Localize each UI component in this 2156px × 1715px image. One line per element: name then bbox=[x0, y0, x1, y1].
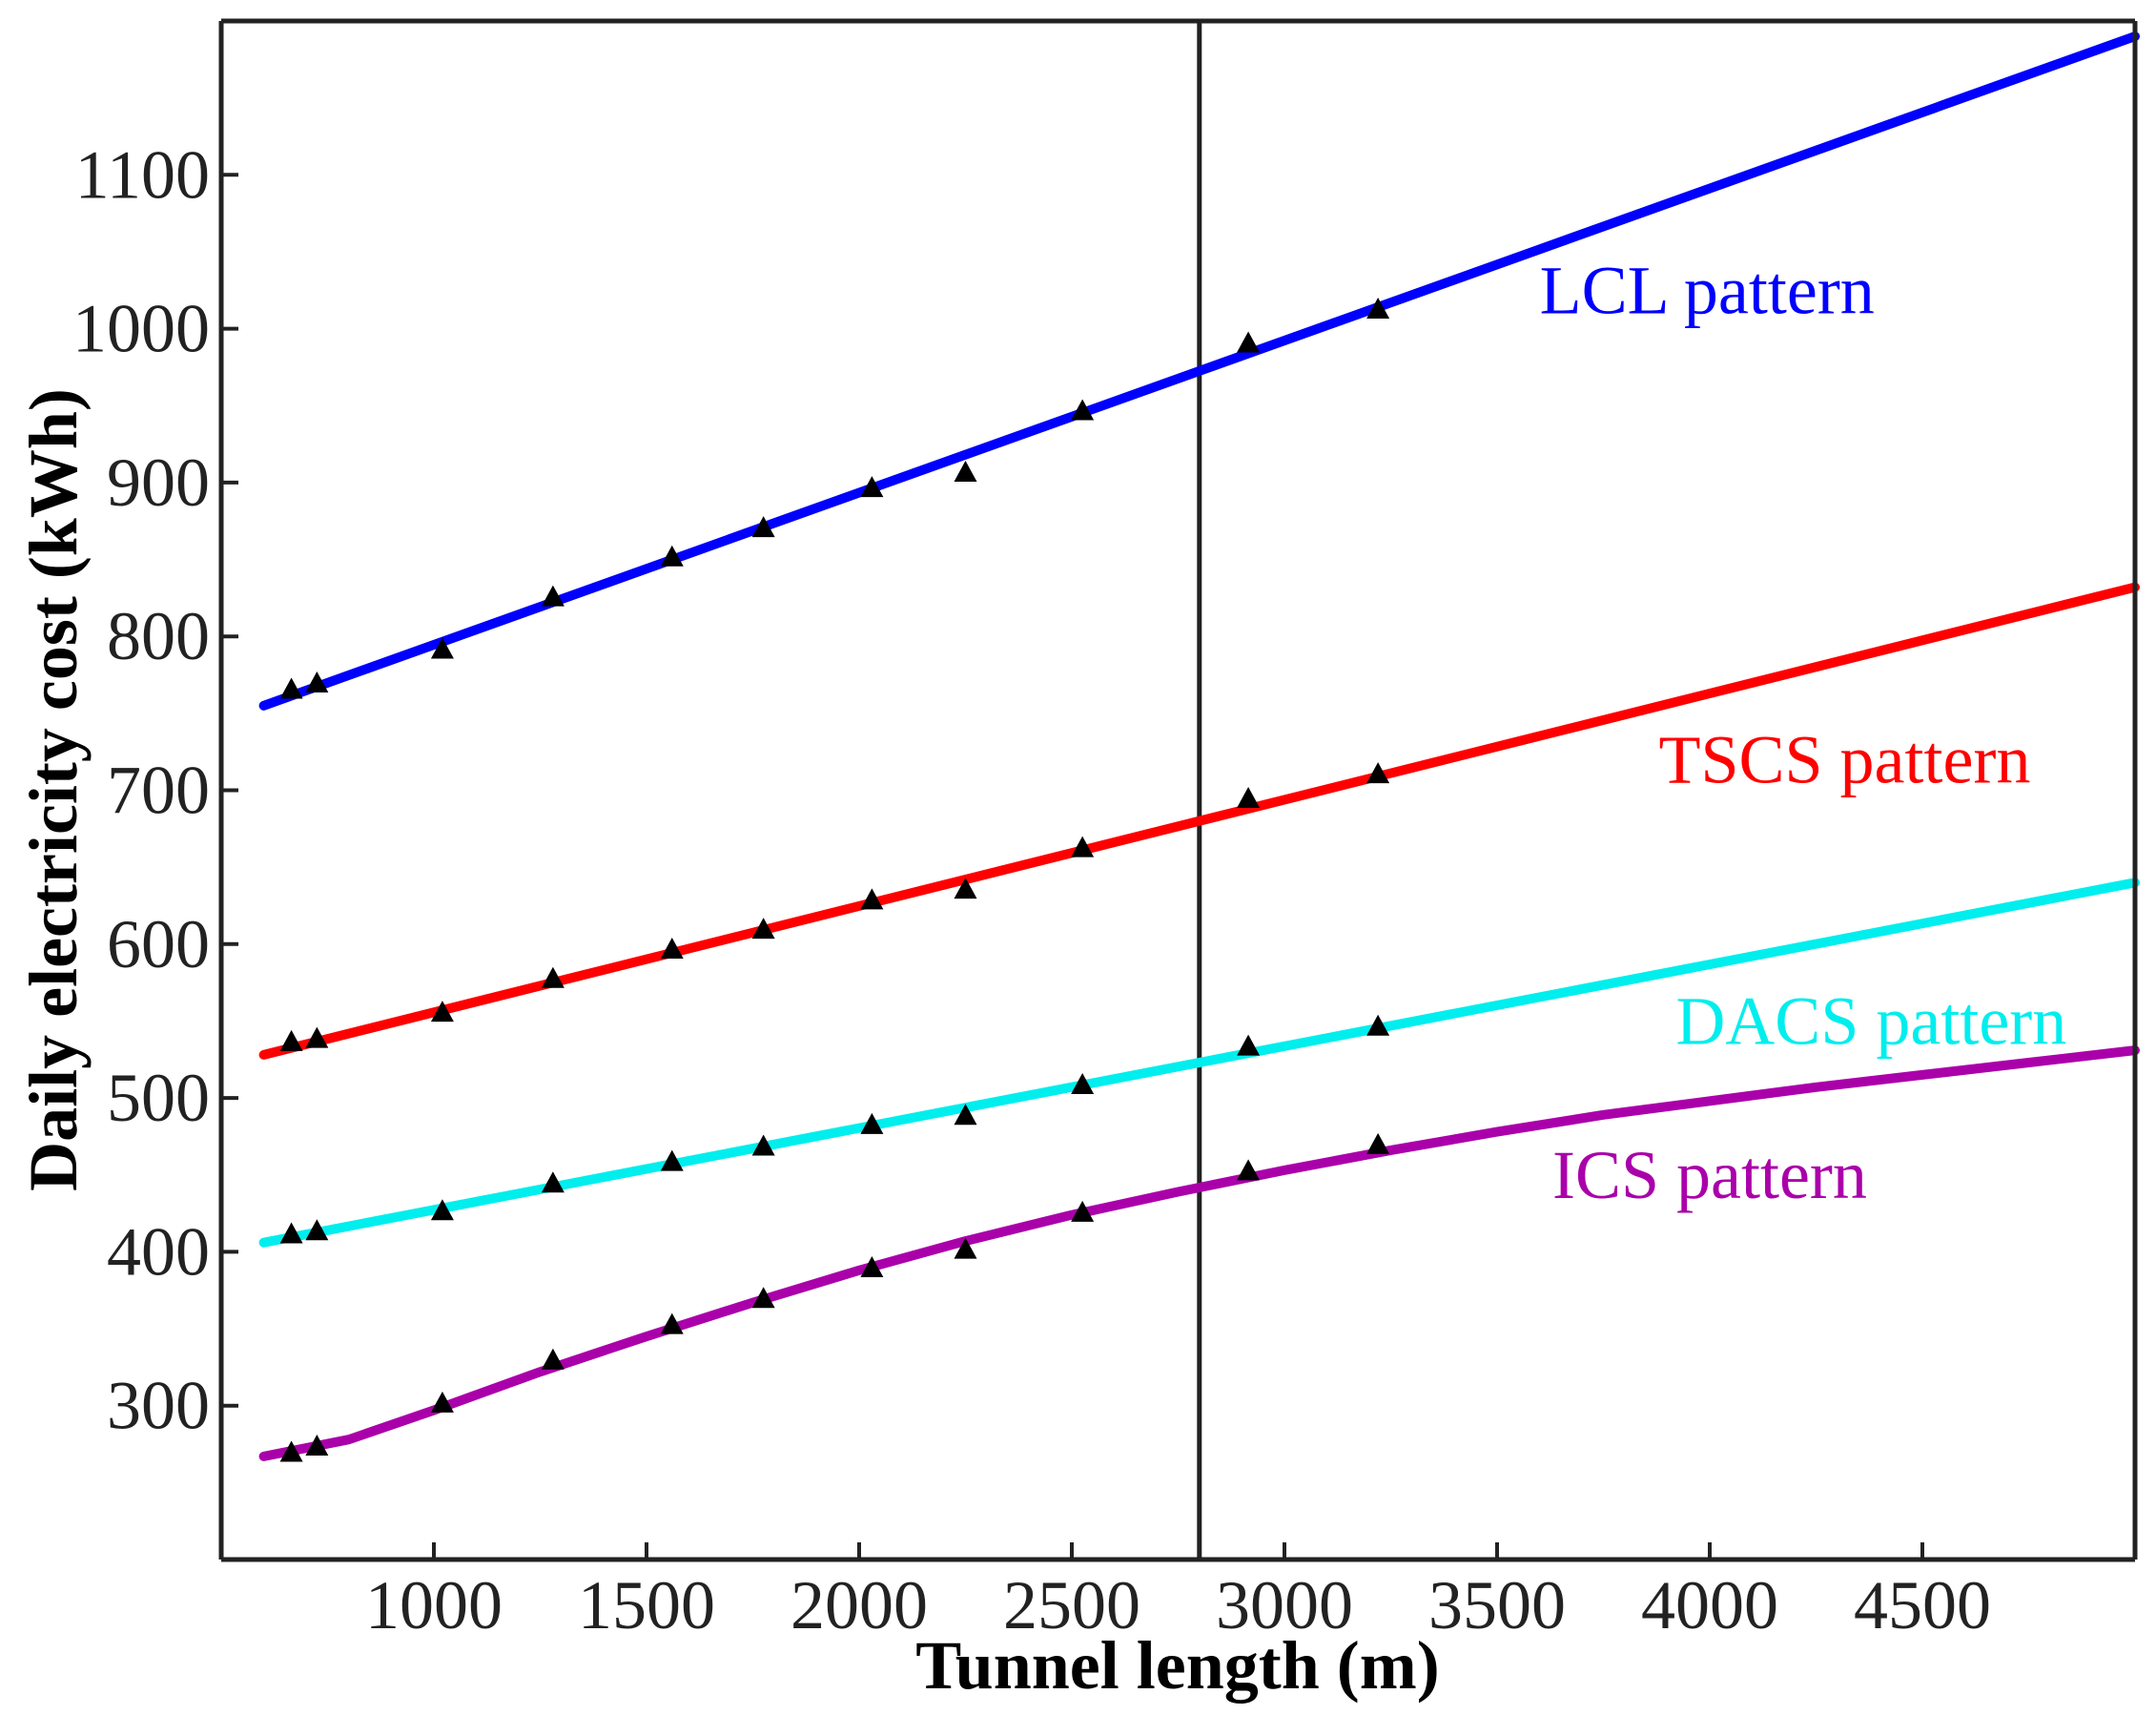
data-point-lcl-pattern bbox=[751, 516, 775, 538]
data-point-ics-pattern bbox=[1366, 1132, 1390, 1154]
data-point-tscs-pattern bbox=[751, 918, 775, 940]
data-point-lcl-pattern bbox=[1366, 298, 1390, 320]
data-point-ics-pattern bbox=[430, 1391, 454, 1413]
series-lcl-pattern bbox=[258, 31, 2140, 711]
data-point-dacs-pattern bbox=[430, 1199, 454, 1221]
data-point-tscs-pattern bbox=[305, 1026, 329, 1048]
data-point-dacs-pattern bbox=[1366, 1014, 1390, 1036]
data-point-tscs-pattern bbox=[279, 1029, 303, 1051]
x-tick-label: 4500 bbox=[1854, 1567, 1991, 1643]
x-tick-label: 2500 bbox=[1003, 1567, 1140, 1643]
data-point-ics-pattern bbox=[1071, 1200, 1095, 1222]
data-point-tscs-pattern bbox=[430, 1001, 454, 1023]
data-point-tscs-pattern bbox=[860, 888, 884, 910]
data-point-dacs-pattern bbox=[541, 1171, 565, 1193]
y-axis-title: Daily electricity cost (kWh) bbox=[15, 388, 92, 1191]
data-point-lcl-pattern bbox=[430, 637, 454, 659]
series-label-ics-pattern: ICS pattern bbox=[1552, 1137, 1867, 1213]
data-point-tscs-pattern bbox=[1366, 762, 1390, 784]
x-tick-label: 4000 bbox=[1641, 1567, 1778, 1643]
data-point-lcl-pattern bbox=[1071, 399, 1095, 421]
y-tick-label: 900 bbox=[107, 444, 210, 521]
axis-ticks: 1000 1500 2000 2500 3000 3500 4000 4500 300 400 50… bbox=[72, 136, 1991, 1643]
data-point-lcl-pattern bbox=[279, 677, 303, 699]
data-point-lcl-pattern bbox=[305, 672, 329, 693]
data-point-dacs-pattern bbox=[279, 1222, 303, 1244]
data-point-ics-pattern bbox=[954, 1237, 977, 1259]
data-point-ics-pattern bbox=[1237, 1159, 1261, 1181]
data-point-lcl-pattern bbox=[660, 545, 684, 567]
data-point-ics-pattern bbox=[860, 1255, 884, 1277]
data-point-ics-pattern bbox=[305, 1435, 329, 1457]
x-tick-label: 1000 bbox=[365, 1567, 503, 1643]
series-line-lcl-pattern bbox=[258, 31, 2140, 711]
series-line-ics-pattern bbox=[258, 1045, 2140, 1461]
data-point-dacs-pattern bbox=[1237, 1034, 1261, 1056]
data-point-tscs-pattern bbox=[1237, 786, 1261, 808]
x-tick-label: 3000 bbox=[1216, 1567, 1353, 1643]
series-label-lcl-pattern: LCL pattern bbox=[1540, 252, 1875, 328]
series-ics-pattern bbox=[258, 1045, 2140, 1462]
y-tick-label: 1000 bbox=[72, 291, 210, 367]
series-label-dacs-pattern: DACS pattern bbox=[1675, 983, 2066, 1060]
data-point-tscs-pattern bbox=[1071, 836, 1095, 858]
data-point-tscs-pattern bbox=[660, 938, 684, 960]
data-point-dacs-pattern bbox=[954, 1104, 977, 1126]
data-point-tscs-pattern bbox=[541, 966, 565, 988]
data-point-dacs-pattern bbox=[860, 1112, 884, 1134]
data-point-lcl-pattern bbox=[541, 585, 565, 607]
data-point-ics-pattern bbox=[541, 1348, 565, 1370]
series-tscs-pattern bbox=[258, 582, 2140, 1060]
y-tick-label: 1100 bbox=[75, 136, 210, 213]
y-tick-label: 300 bbox=[107, 1368, 210, 1444]
y-tick-label: 400 bbox=[107, 1213, 210, 1290]
data-point-ics-pattern bbox=[660, 1312, 684, 1334]
x-tick-label: 2000 bbox=[791, 1567, 928, 1643]
y-tick-label: 700 bbox=[107, 753, 210, 829]
x-axis-title: Tunnel length (m) bbox=[915, 1627, 1439, 1704]
series-label-tscs-pattern: TSCS pattern bbox=[1658, 721, 2030, 797]
data-point-dacs-pattern bbox=[305, 1219, 329, 1241]
series-dacs-pattern bbox=[258, 878, 2140, 1248]
data-point-dacs-pattern bbox=[1071, 1072, 1095, 1094]
x-tick-label: 3500 bbox=[1428, 1567, 1566, 1643]
data-point-ics-pattern bbox=[279, 1440, 303, 1462]
data-point-dacs-pattern bbox=[751, 1134, 775, 1156]
data-point-dacs-pattern bbox=[660, 1149, 684, 1171]
y-tick-label: 500 bbox=[107, 1060, 210, 1136]
data-point-lcl-pattern bbox=[954, 461, 977, 483]
series-line-tscs-pattern bbox=[258, 582, 2140, 1060]
data-point-lcl-pattern bbox=[860, 476, 884, 498]
x-tick-label: 1500 bbox=[578, 1567, 715, 1643]
series-line-dacs-pattern bbox=[258, 878, 2140, 1248]
data-point-lcl-pattern bbox=[1237, 331, 1261, 353]
data-point-tscs-pattern bbox=[954, 878, 977, 899]
y-tick-label: 600 bbox=[107, 906, 210, 982]
y-tick-label: 800 bbox=[107, 598, 210, 674]
data-point-ics-pattern bbox=[751, 1287, 775, 1309]
plot-area: LCL pattern TSCS pattern DACS pattern ICS p… bbox=[258, 21, 2140, 1560]
